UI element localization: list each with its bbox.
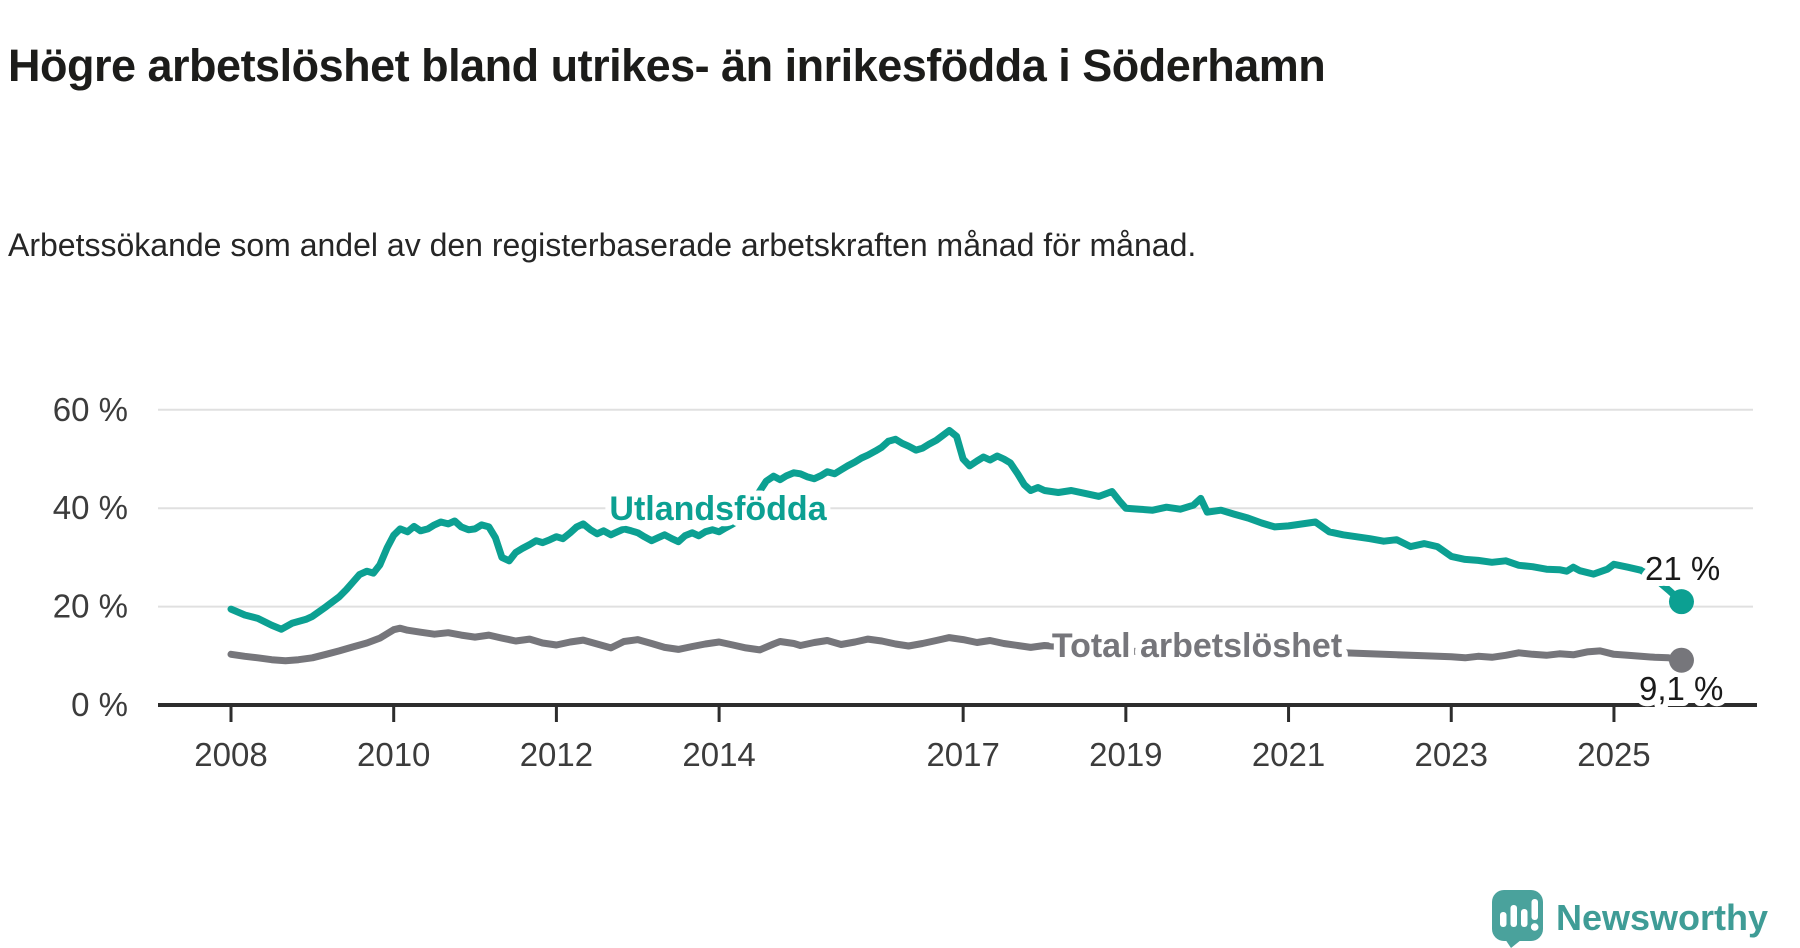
logo-bubble-tail: [1503, 936, 1526, 948]
chart-subtitle: Arbetssökande som andel av den registerb…: [8, 227, 1197, 263]
y-tick-label: 0 %: [71, 686, 128, 723]
x-tick-label: 2019: [1089, 736, 1162, 773]
x-tick-label: 2025: [1577, 736, 1650, 773]
utlandsfodda-line: [227, 427, 1685, 633]
logo-bubble: [1492, 890, 1543, 941]
x-tick-label: 2023: [1415, 736, 1488, 773]
end-value-label-utlandsfodda: 21 %: [1645, 550, 1720, 587]
y-tick-label: 60 %: [53, 391, 128, 428]
logo-bar-icon: [1510, 905, 1517, 927]
end-value-label-total: 9,1 %: [1639, 670, 1723, 707]
page-title: Högre arbetslöshet bland utrikes- än inr…: [8, 40, 1326, 92]
x-tick-label: 2012: [520, 736, 593, 773]
newsworthy-logo-icon: [1492, 890, 1543, 948]
logo-exclamation-icon: [1531, 899, 1538, 920]
x-tick-label: 2017: [926, 736, 999, 773]
total-arbetsloshet-line: [227, 624, 1685, 665]
newsworthy-logo: Newsworthy: [1492, 890, 1768, 948]
x-tick-label: 2008: [194, 736, 267, 773]
x-tick-label: 2014: [682, 736, 755, 773]
x-tick-label: 2021: [1252, 736, 1325, 773]
series-label-total-arbetsloshet: Total arbetslöshet: [1052, 627, 1342, 665]
chart-generated-layer: 0 % 20 % 40 % 60 % 2008 2010 2012 2014 2017 2019 2…: [53, 391, 1757, 773]
logo-bar-icon: [1500, 912, 1507, 927]
utlandsfodda-end-dot: [1668, 589, 1694, 615]
total-arbetsloshet-end-dot: [1668, 647, 1694, 673]
y-tick-label: 20 %: [53, 588, 128, 625]
x-tick-label: 2010: [357, 736, 430, 773]
logo-exclamation-dot: [1530, 923, 1539, 931]
logo-bar-icon: [1521, 909, 1528, 927]
y-tick-label: 40 %: [53, 489, 128, 526]
series-end-dots: [1668, 589, 1694, 673]
series-label-utlandsfodda: Utlandsfödda: [609, 490, 827, 528]
newsworthy-logo-text: Newsworthy: [1556, 897, 1768, 938]
